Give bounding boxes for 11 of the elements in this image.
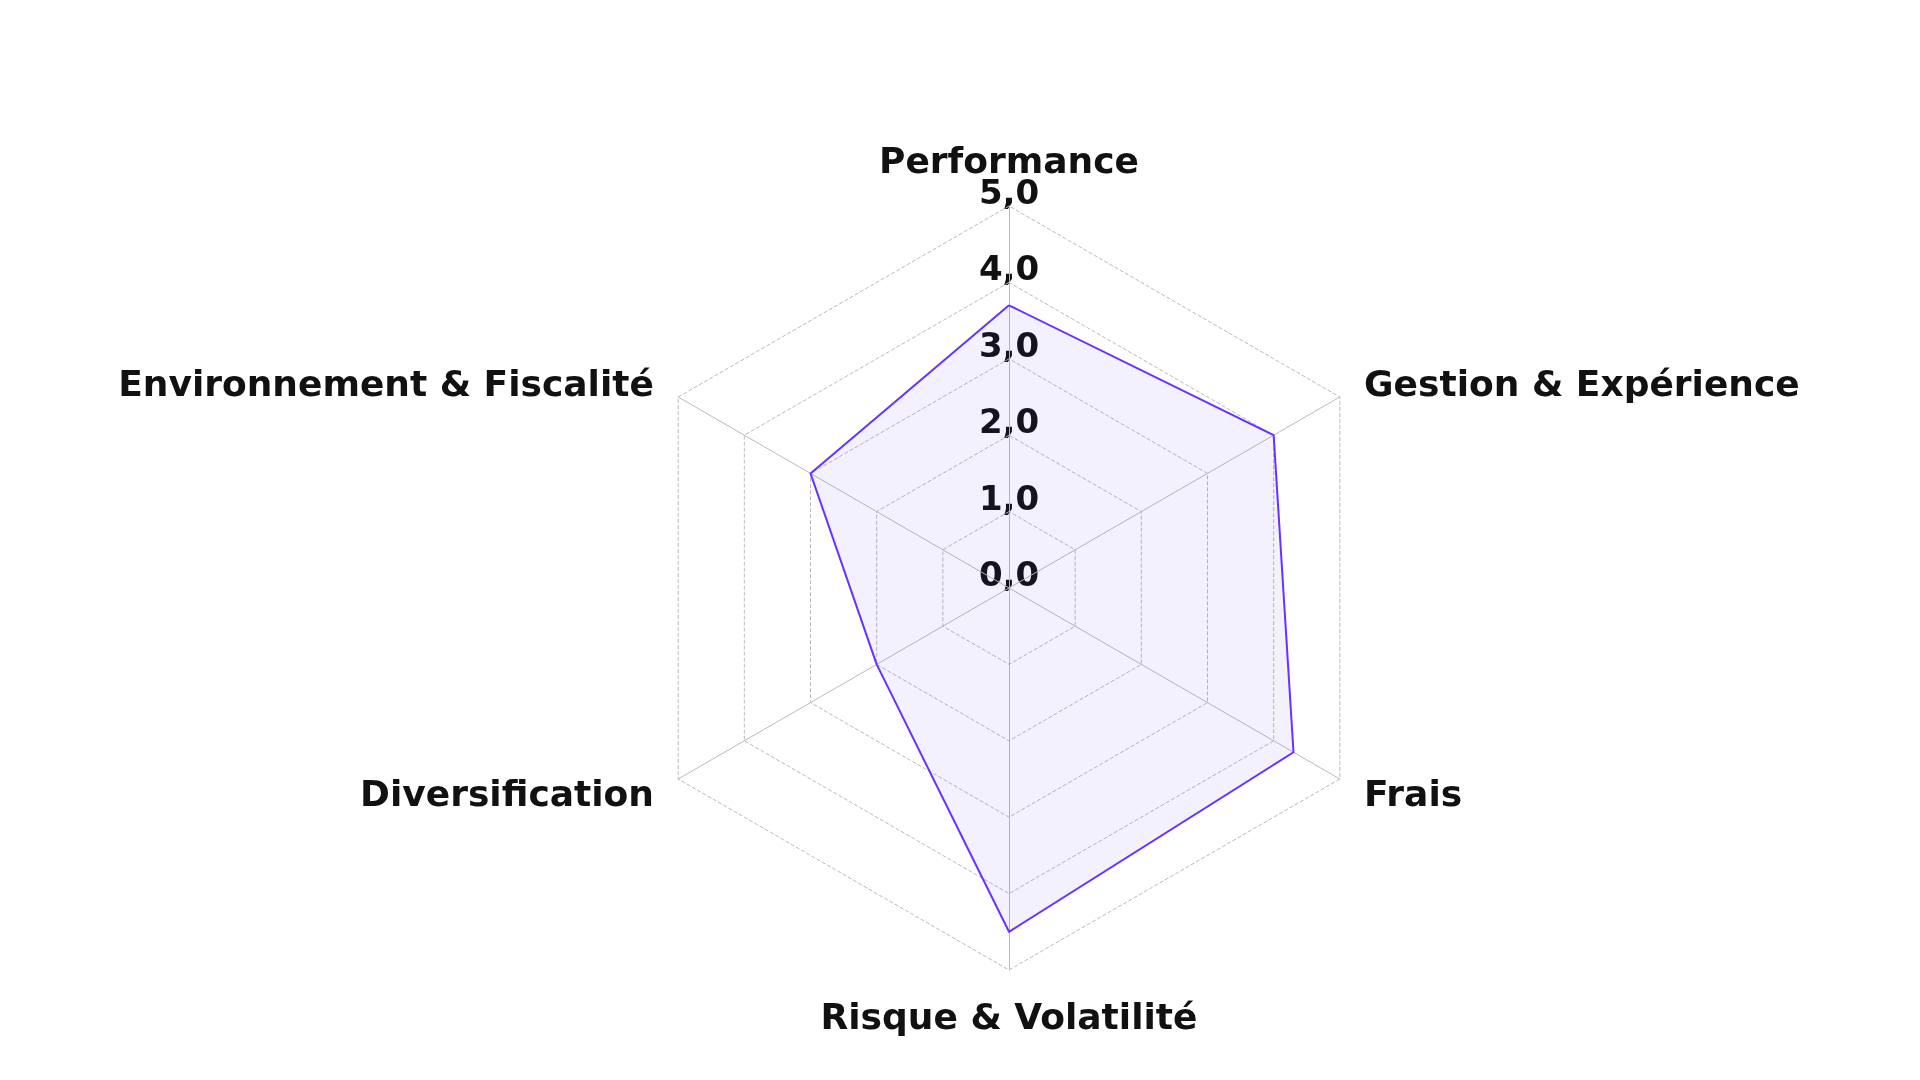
y-tick-label: 4,0 (978, 248, 1040, 289)
y-tick-label: 2,0 (978, 401, 1040, 442)
spoke-label: Diversification (360, 772, 654, 814)
y-tick-label: 1,0 (978, 477, 1040, 518)
spoke-label: Frais (1364, 772, 1463, 814)
spoke-label: Gestion & Expérience (1364, 362, 1800, 404)
y-tick-label: 3,0 (978, 324, 1040, 365)
spoke-label: Environnement & Fiscalité (118, 362, 654, 404)
y-tick-label: 0,0 (978, 554, 1040, 594)
y-tick-label: 5,0 (978, 172, 1040, 212)
spoke-label: Risque & Volatilité (820, 995, 1198, 1037)
